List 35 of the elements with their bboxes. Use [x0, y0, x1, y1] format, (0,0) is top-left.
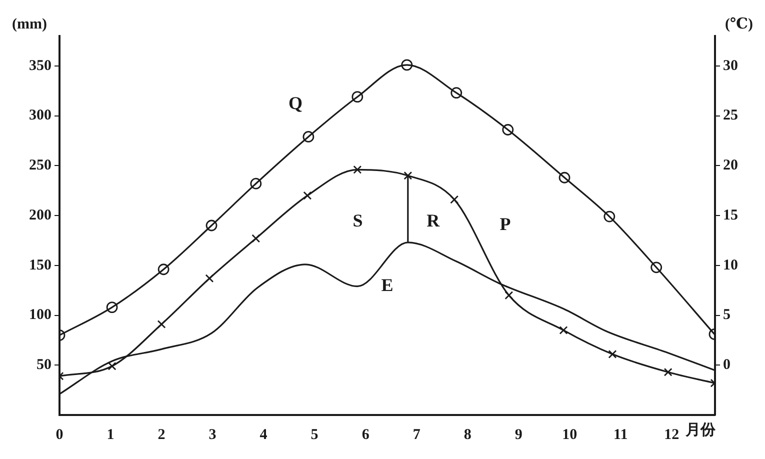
y2-axis-title: (℃): [725, 16, 753, 32]
annotation: R: [426, 210, 441, 230]
y-tick-label: 50: [36, 357, 52, 374]
x-tick-label: 5: [310, 426, 318, 443]
x-tick-label: 8: [464, 426, 472, 443]
y2-tick-label: 5: [723, 307, 730, 324]
y2-tick-label: 15: [723, 207, 738, 224]
y-axis-title: (mm): [12, 16, 47, 32]
y-tick-label: 250: [29, 158, 52, 174]
x-tick-label: 12: [664, 426, 680, 443]
x-tick-label: 6: [362, 426, 370, 443]
y2-tick-label: 10: [723, 257, 738, 274]
x-tick-label: 1: [106, 426, 114, 443]
y-tick-label: 350: [29, 58, 52, 74]
y-tick-label: 150: [29, 257, 52, 274]
x-tick-label: 3: [208, 426, 216, 443]
y-tick-label: 100: [29, 307, 52, 324]
y-tick-label: 300: [29, 108, 52, 124]
x-tick-label: 4: [260, 426, 268, 443]
annotation: P: [500, 214, 511, 234]
y2-tick-label: 25: [723, 108, 738, 124]
y2-tick-label: 20: [723, 158, 738, 174]
y2-tick-label: 0: [723, 357, 730, 374]
x-axis-title: 月份: [684, 421, 717, 438]
x-tick-label: 0: [56, 426, 64, 443]
annotation: S: [352, 210, 363, 230]
x-tick-label: 9: [514, 426, 522, 443]
x-tick-label: 10: [562, 426, 578, 443]
annotation: Q: [288, 92, 302, 113]
annotation: E: [381, 274, 394, 295]
x-tick-label: 7: [412, 426, 421, 443]
x-tick-label: 2: [158, 426, 166, 443]
x-tick-label: 11: [614, 426, 628, 443]
y2-tick-label: 30: [723, 58, 738, 74]
y-tick-label: 200: [29, 207, 52, 224]
